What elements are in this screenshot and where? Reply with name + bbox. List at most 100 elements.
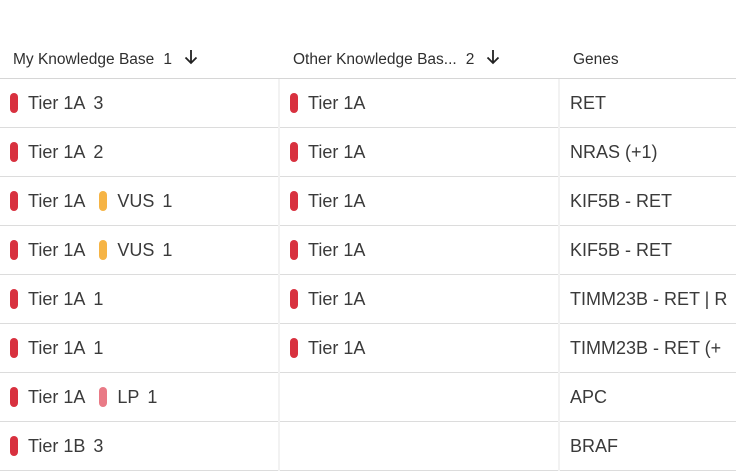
column-title: Other Knowledge Bas... bbox=[293, 50, 457, 68]
genes-cell: TIMM23B - RET (+ bbox=[570, 324, 736, 372]
tag-label: Tier 1A bbox=[308, 337, 366, 358]
tag: Tier 1A bbox=[290, 142, 365, 163]
tag-indicator bbox=[10, 93, 18, 113]
tag-label: Tier 1A bbox=[28, 288, 86, 309]
genes-cell: BRAF bbox=[570, 422, 736, 470]
other-kb-cell: Tier 1A bbox=[290, 128, 558, 176]
column-title: Genes bbox=[573, 50, 619, 68]
other-kb-cell bbox=[290, 422, 558, 470]
tag-indicator bbox=[99, 387, 108, 407]
tag-count: 1 bbox=[162, 239, 173, 260]
tag-label: Tier 1A bbox=[308, 190, 366, 211]
tag: Tier 1A bbox=[10, 191, 85, 212]
tag: Tier 1A 1 bbox=[10, 289, 103, 310]
tag: VUS 1 bbox=[99, 240, 172, 261]
my-kb-cell: Tier 1A 1 bbox=[10, 324, 278, 372]
tag: Tier 1A bbox=[290, 93, 365, 114]
tag-label: Tier 1B bbox=[28, 435, 86, 456]
tag-indicator bbox=[10, 142, 18, 162]
tag-indicator bbox=[10, 240, 18, 260]
tag-label: Tier 1A bbox=[28, 337, 86, 358]
genes-cell: RET bbox=[570, 79, 736, 127]
tag-label: Tier 1A bbox=[28, 239, 86, 260]
sort-arrow[interactable] bbox=[486, 49, 500, 70]
tag-indicator bbox=[290, 240, 298, 260]
genes: BRAF bbox=[570, 435, 619, 456]
genes-cell: KIF5B - RET bbox=[570, 177, 736, 225]
tag-label: Tier 1A bbox=[28, 190, 86, 211]
tag-count: 1 bbox=[162, 190, 173, 211]
table-row[interactable]: Tier 1B 3 BRAF bbox=[0, 422, 736, 471]
tag: Tier 1A 2 bbox=[10, 142, 103, 163]
tag-label: Tier 1A bbox=[28, 92, 86, 113]
column-header[interactable]: Genes bbox=[573, 40, 736, 79]
tag-label: Tier 1A bbox=[308, 288, 366, 309]
tag-label: Tier 1A bbox=[28, 141, 86, 162]
tag-label: Tier 1A bbox=[308, 141, 366, 162]
tag-count: 3 bbox=[93, 92, 104, 113]
tag-indicator bbox=[99, 191, 108, 211]
header-divider bbox=[0, 78, 736, 79]
my-kb-cell: Tier 1A 2 bbox=[10, 128, 278, 176]
tag-label: Tier 1A bbox=[308, 239, 366, 260]
column-title: My Knowledge Base bbox=[13, 50, 155, 68]
table-row[interactable]: Tier 1A 1 Tier 1A TIMM23B - RET (+ bbox=[0, 324, 736, 373]
tag-count: 1 bbox=[147, 386, 158, 407]
tag-label: Tier 1A bbox=[308, 92, 366, 113]
tag-indicator bbox=[99, 240, 108, 260]
tag-indicator bbox=[290, 191, 298, 211]
tag-indicator bbox=[10, 387, 18, 407]
other-kb-cell: Tier 1A bbox=[290, 275, 558, 323]
tag: Tier 1A bbox=[290, 240, 365, 261]
tag: VUS 1 bbox=[99, 191, 172, 212]
column-divider bbox=[278, 79, 280, 471]
table-row[interactable]: Tier 1A 1 Tier 1A TIMM23B - RET | R bbox=[0, 275, 736, 324]
genes-cell: TIMM23B - RET | R bbox=[570, 275, 736, 323]
tag: Tier 1B 3 bbox=[10, 436, 103, 457]
table-row[interactable]: Tier 1A VUS 1 Tier 1A KIF5B - RET bbox=[0, 226, 736, 275]
tag-count: 2 bbox=[93, 141, 104, 162]
table-row[interactable]: Tier 1A LP 1 APC bbox=[0, 373, 736, 422]
other-kb-cell bbox=[290, 373, 558, 421]
tag-label: VUS bbox=[117, 239, 155, 260]
tag-indicator bbox=[10, 436, 18, 456]
column-header[interactable]: My Knowledge Base 1 bbox=[13, 40, 280, 79]
genes-cell: NRAS (+1) bbox=[570, 128, 736, 176]
tag-indicator bbox=[290, 93, 298, 113]
genes-cell: APC bbox=[570, 373, 736, 421]
genes: KIF5B - RET bbox=[570, 190, 673, 211]
genes: KIF5B - RET bbox=[570, 239, 673, 260]
tag: Tier 1A bbox=[290, 289, 365, 310]
genes: NRAS (+1) bbox=[570, 141, 658, 162]
sort-arrow[interactable] bbox=[184, 49, 198, 70]
table-row[interactable]: Tier 1A VUS 1 Tier 1A KIF5B - RET bbox=[0, 177, 736, 226]
tag-label: VUS bbox=[117, 190, 155, 211]
tag-count: 1 bbox=[93, 288, 104, 309]
tag-count: 1 bbox=[93, 337, 104, 358]
other-kb-cell: Tier 1A bbox=[290, 324, 558, 372]
column-divider bbox=[558, 79, 560, 471]
table-row[interactable]: Tier 1A 2 Tier 1A NRAS (+1) bbox=[0, 128, 736, 177]
sort-priority: 2 bbox=[465, 50, 475, 68]
my-kb-cell: Tier 1A 1 bbox=[10, 275, 278, 323]
genes: TIMM23B - RET (+ bbox=[570, 337, 722, 358]
tag-indicator bbox=[10, 338, 18, 358]
other-kb-cell: Tier 1A bbox=[290, 226, 558, 274]
table-row[interactable]: Tier 1A 3 Tier 1A RET bbox=[0, 79, 736, 128]
column-header[interactable]: Other Knowledge Bas... 2 bbox=[293, 40, 560, 79]
genes: TIMM23B - RET | R bbox=[570, 288, 728, 309]
other-kb-cell: Tier 1A bbox=[290, 79, 558, 127]
tag: LP 1 bbox=[99, 387, 157, 408]
my-kb-cell: Tier 1A VUS 1 bbox=[10, 226, 278, 274]
tag-indicator bbox=[10, 289, 18, 309]
my-kb-cell: Tier 1A VUS 1 bbox=[10, 177, 278, 225]
tag-indicator bbox=[290, 142, 298, 162]
tag-indicator bbox=[290, 338, 298, 358]
tag: Tier 1A bbox=[290, 191, 365, 212]
tag: Tier 1A bbox=[10, 240, 85, 261]
my-kb-cell: Tier 1B 3 bbox=[10, 422, 278, 470]
my-kb-cell: Tier 1A LP 1 bbox=[10, 373, 278, 421]
tag-count: 3 bbox=[93, 435, 104, 456]
sort-priority: 1 bbox=[163, 50, 172, 68]
tag: Tier 1A bbox=[290, 338, 365, 359]
